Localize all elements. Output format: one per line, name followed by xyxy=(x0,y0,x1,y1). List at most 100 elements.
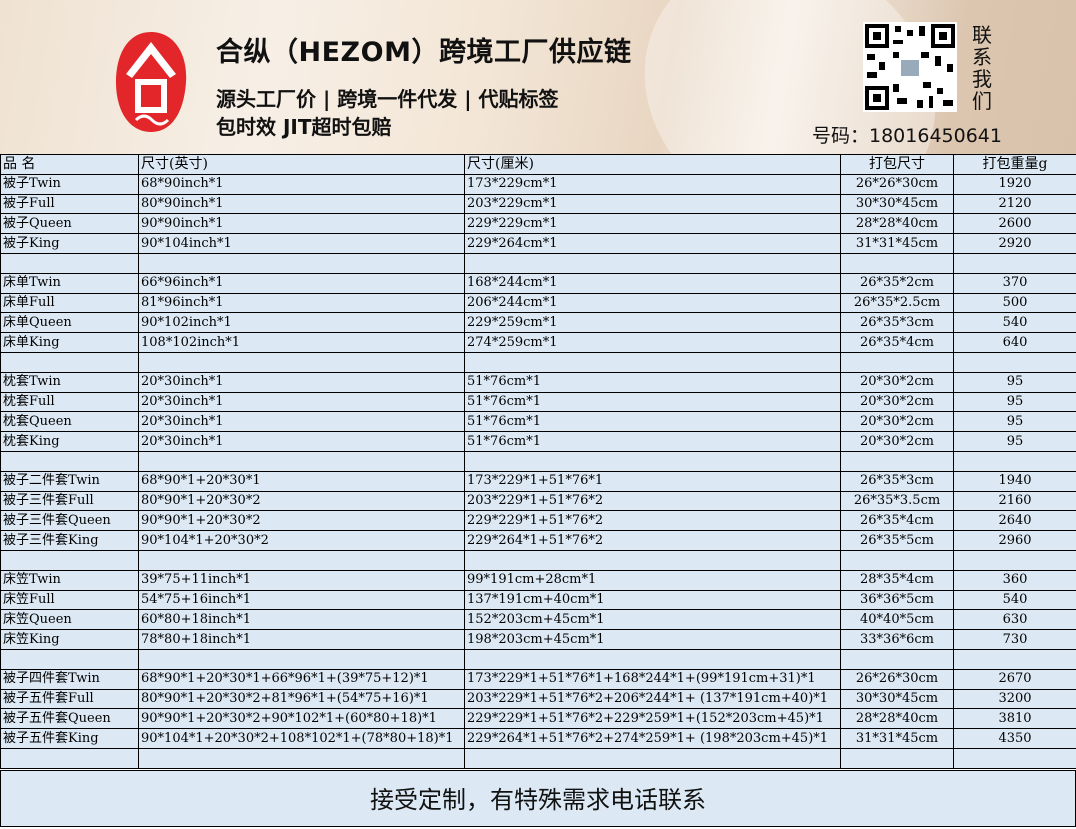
cell-package-weight: 2120 xyxy=(954,194,1076,214)
cell-size-inch: 90*90inch*1 xyxy=(139,214,465,234)
cell-package-size: 33*36*6cm xyxy=(841,630,954,650)
qr-code[interactable] xyxy=(863,22,957,112)
cell-package-weight xyxy=(954,748,1076,768)
cell-package-size: 36*36*5cm xyxy=(841,590,954,610)
cell-size-cm: 137*191cm+40cm*1 xyxy=(465,590,841,610)
contact-us-label: 联系我们 xyxy=(972,24,994,112)
cell-package-weight: 640 xyxy=(954,333,1076,353)
cell-size-cm xyxy=(465,649,841,669)
cell-package-size xyxy=(841,451,954,471)
cell-size-cm: 229*229cm*1 xyxy=(465,214,841,234)
cell-package-weight xyxy=(954,550,1076,570)
cell-size-cm: 173*229cm*1 xyxy=(465,174,841,194)
cell-size-inch xyxy=(139,352,465,372)
phone-number: 号码：18016450641 xyxy=(812,121,1002,148)
cell-package-weight: 95 xyxy=(954,412,1076,432)
header-product-name: 品 名 xyxy=(1,155,139,175)
cell-size-cm xyxy=(465,550,841,570)
cell-size-inch: 90*90*1+20*30*2 xyxy=(139,511,465,531)
blank-row xyxy=(1,352,1076,372)
blank-row xyxy=(1,649,1076,669)
cell-product-name: 床单Twin xyxy=(1,273,139,293)
cell-size-cm: 229*229*1+51*76*2+229*259*1+(152*203cm+4… xyxy=(465,709,841,729)
cell-size-cm: 173*229*1+51*76*1 xyxy=(465,471,841,491)
cell-product-name: 被子King xyxy=(1,234,139,254)
cell-product-name xyxy=(1,451,139,471)
cell-product-name xyxy=(1,352,139,372)
cell-size-cm: 173*229*1+51*76*1+168*244*1+(99*191cm+31… xyxy=(465,669,841,689)
cell-product-name: 被子Twin xyxy=(1,174,139,194)
cell-package-weight: 630 xyxy=(954,610,1076,630)
header-package-size: 打包尺寸 xyxy=(841,155,954,175)
cell-size-cm xyxy=(465,748,841,768)
cell-size-cm xyxy=(465,253,841,273)
cell-package-weight: 2600 xyxy=(954,214,1076,234)
cell-package-size: 28*28*40cm xyxy=(841,214,954,234)
cell-package-size xyxy=(841,253,954,273)
cell-package-weight: 95 xyxy=(954,392,1076,412)
cell-size-cm: 206*244cm*1 xyxy=(465,293,841,313)
cell-size-cm: 99*191cm+28cm*1 xyxy=(465,570,841,590)
cell-product-name: 床笠Full xyxy=(1,590,139,610)
cell-package-size xyxy=(841,748,954,768)
header-size-cm: 尺寸(厘米) xyxy=(465,155,841,175)
cell-product-name: 被子三件套Queen xyxy=(1,511,139,531)
cell-size-inch xyxy=(139,649,465,669)
cell-product-name: 被子三件套Full xyxy=(1,491,139,511)
cell-package-size: 26*26*30cm xyxy=(841,669,954,689)
cell-product-name: 枕套Full xyxy=(1,392,139,412)
cell-size-inch: 90*104inch*1 xyxy=(139,234,465,254)
cell-package-weight: 370 xyxy=(954,273,1076,293)
cell-size-cm: 51*76cm*1 xyxy=(465,372,841,392)
cell-size-inch xyxy=(139,253,465,273)
cell-product-name: 床单King xyxy=(1,333,139,353)
cell-size-cm: 229*264*1+51*76*2+274*259*1+ (198*203cm+… xyxy=(465,729,841,749)
cell-size-inch: 90*104*1+20*30*2 xyxy=(139,531,465,551)
cell-product-name: 枕套Twin xyxy=(1,372,139,392)
cell-product-name: 枕套King xyxy=(1,432,139,452)
cell-package-size: 28*35*4cm xyxy=(841,570,954,590)
cell-package-size: 26*35*4cm xyxy=(841,333,954,353)
cell-package-weight xyxy=(954,352,1076,372)
cell-package-weight xyxy=(954,451,1076,471)
cell-product-name: 被子Full xyxy=(1,194,139,214)
cell-package-weight: 3200 xyxy=(954,689,1076,709)
cell-size-cm: 229*264*1+51*76*2 xyxy=(465,531,841,551)
cell-size-inch: 90*90*1+20*30*2+90*102*1+(60*80+18)*1 xyxy=(139,709,465,729)
cell-product-name: 被子五件套Full xyxy=(1,689,139,709)
cell-package-weight xyxy=(954,253,1076,273)
cell-size-inch: 60*80+18inch*1 xyxy=(139,610,465,630)
cell-package-size: 31*31*45cm xyxy=(841,729,954,749)
cell-package-weight: 4350 xyxy=(954,729,1076,749)
cell-size-inch: 78*80+18inch*1 xyxy=(139,630,465,650)
cell-product-name: 被子五件套King xyxy=(1,729,139,749)
cell-size-inch: 54*75+16inch*1 xyxy=(139,590,465,610)
cell-package-size: 28*28*40cm xyxy=(841,709,954,729)
cell-package-weight: 95 xyxy=(954,432,1076,452)
cell-package-size: 26*35*2.5cm xyxy=(841,293,954,313)
cell-size-cm xyxy=(465,451,841,471)
cell-package-weight: 500 xyxy=(954,293,1076,313)
cell-package-size: 20*30*2cm xyxy=(841,412,954,432)
cell-package-size: 20*30*2cm xyxy=(841,432,954,452)
cell-size-cm: 152*203cm+45cm*1 xyxy=(465,610,841,630)
cell-package-weight: 1940 xyxy=(954,471,1076,491)
cell-package-size: 26*35*3.5cm xyxy=(841,491,954,511)
cell-product-name: 被子五件套Queen xyxy=(1,709,139,729)
cell-size-inch: 68*90*1+20*30*1 xyxy=(139,471,465,491)
cell-size-inch: 68*90inch*1 xyxy=(139,174,465,194)
cell-product-name xyxy=(1,748,139,768)
